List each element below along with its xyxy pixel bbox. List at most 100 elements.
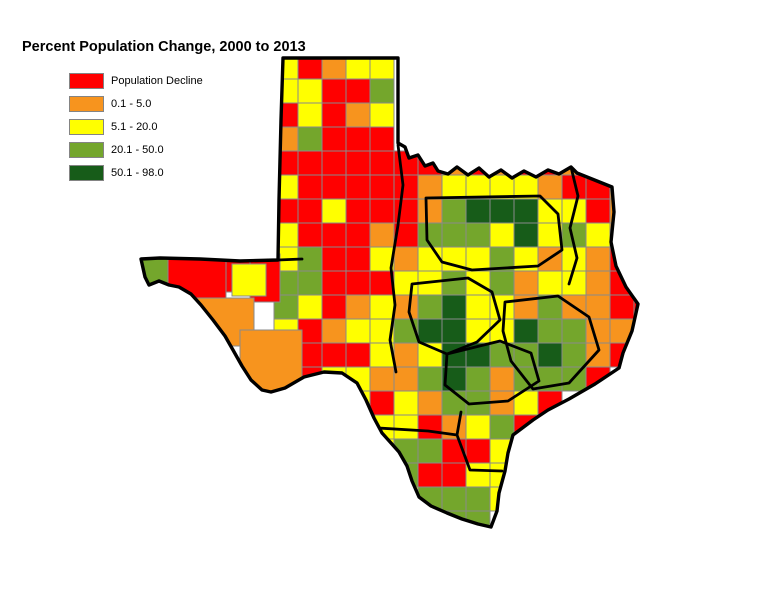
county-cell	[441, 462, 467, 488]
county-cell	[321, 414, 347, 440]
region-boundary	[501, 294, 601, 391]
region-boundary	[424, 194, 564, 272]
county-cell	[417, 438, 443, 464]
county-cell	[345, 174, 371, 200]
county-cell	[561, 342, 587, 368]
county-cell	[273, 78, 299, 104]
county-cell	[297, 126, 323, 152]
county-cell	[321, 174, 347, 200]
county-cell	[273, 102, 299, 128]
county-cell	[441, 486, 467, 512]
county-cell	[441, 318, 467, 344]
county-cell	[297, 270, 323, 296]
county-cell	[441, 390, 467, 416]
legend-swatch-yellow	[69, 118, 104, 135]
county-cell	[297, 174, 323, 200]
county-cell	[321, 198, 347, 224]
county-cell	[297, 78, 323, 104]
county-cell	[513, 318, 539, 344]
county-cell	[321, 78, 347, 104]
county-cell	[369, 174, 395, 200]
county-cell	[561, 270, 587, 296]
county-cell	[321, 270, 347, 296]
county-cell	[321, 246, 347, 272]
legend-swatch-red	[69, 72, 104, 89]
legend-label: 0.1 - 5.0	[111, 97, 152, 110]
county-cell	[513, 270, 539, 296]
county-cell	[321, 102, 347, 128]
county-cell	[321, 150, 347, 176]
map-legend: Population Decline 0.1 - 5.0 5.1 - 20.0 …	[69, 72, 203, 188]
county-cell	[393, 366, 419, 392]
county-cell	[345, 318, 371, 344]
county-cell	[393, 246, 419, 272]
county-cell	[369, 366, 395, 392]
region-boundary	[276, 257, 304, 262]
county-cell	[297, 150, 323, 176]
county-cell	[417, 510, 443, 527]
county-cell	[537, 318, 563, 344]
county-cell	[537, 342, 563, 368]
county-cell	[465, 294, 491, 320]
county-cell	[345, 198, 371, 224]
county-cell	[321, 294, 347, 320]
county-cell	[393, 174, 419, 200]
county-cell	[489, 198, 515, 224]
county-cell	[513, 438, 539, 464]
county-cell	[441, 198, 467, 224]
county-cell	[585, 222, 611, 248]
county-cell	[345, 222, 371, 248]
county-cell	[345, 78, 371, 104]
county-cell	[345, 414, 371, 440]
county-cell	[585, 294, 611, 320]
county-cell	[585, 246, 611, 272]
legend-item-5-1-to-20: 5.1 - 20.0	[69, 118, 203, 135]
county-cell	[585, 150, 611, 176]
county-cell	[465, 174, 491, 200]
map-title: Percent Population Change, 2000 to 2013	[22, 39, 306, 55]
county-cell	[417, 294, 443, 320]
county-cell	[417, 318, 443, 344]
county-cell	[321, 126, 347, 152]
state-outline	[139, 56, 640, 529]
county-cell	[345, 342, 371, 368]
legend-label: 5.1 - 20.0	[111, 120, 158, 133]
county-cell	[465, 486, 491, 512]
county-cell	[633, 318, 638, 344]
county-cell	[369, 390, 395, 416]
county-cell	[417, 366, 443, 392]
county-cell	[345, 150, 371, 176]
county-cell	[369, 294, 395, 320]
county-cell	[441, 174, 467, 200]
legend-swatch-orange	[69, 95, 104, 112]
county-cell	[297, 198, 323, 224]
county-cell-large	[231, 263, 267, 297]
county-cell	[441, 294, 467, 320]
county-cell	[537, 294, 563, 320]
county-cell	[297, 222, 323, 248]
county-cell	[345, 126, 371, 152]
legend-item-20-1-to-50: 20.1 - 50.0	[69, 141, 203, 158]
county-cell	[345, 270, 371, 296]
county-cell	[561, 222, 587, 248]
legend-item-population-decline: Population Decline	[69, 72, 203, 89]
county-cell	[273, 150, 299, 176]
county-cell	[489, 486, 515, 512]
county-cell	[489, 270, 515, 296]
county-cell	[393, 414, 419, 440]
county-cell	[465, 150, 491, 176]
legend-item-0-1-to-5: 0.1 - 5.0	[69, 95, 203, 112]
county-cell	[369, 78, 395, 104]
legend-label: Population Decline	[111, 74, 203, 87]
county-cell	[585, 270, 611, 296]
county-cell-large	[167, 255, 227, 305]
county-cell	[369, 150, 395, 176]
county-cell	[465, 414, 491, 440]
region-boundary	[407, 276, 502, 356]
county-cell	[465, 246, 491, 272]
county-cell	[297, 102, 323, 128]
legend-label: 20.1 - 50.0	[111, 143, 164, 156]
county-cell	[585, 198, 611, 224]
